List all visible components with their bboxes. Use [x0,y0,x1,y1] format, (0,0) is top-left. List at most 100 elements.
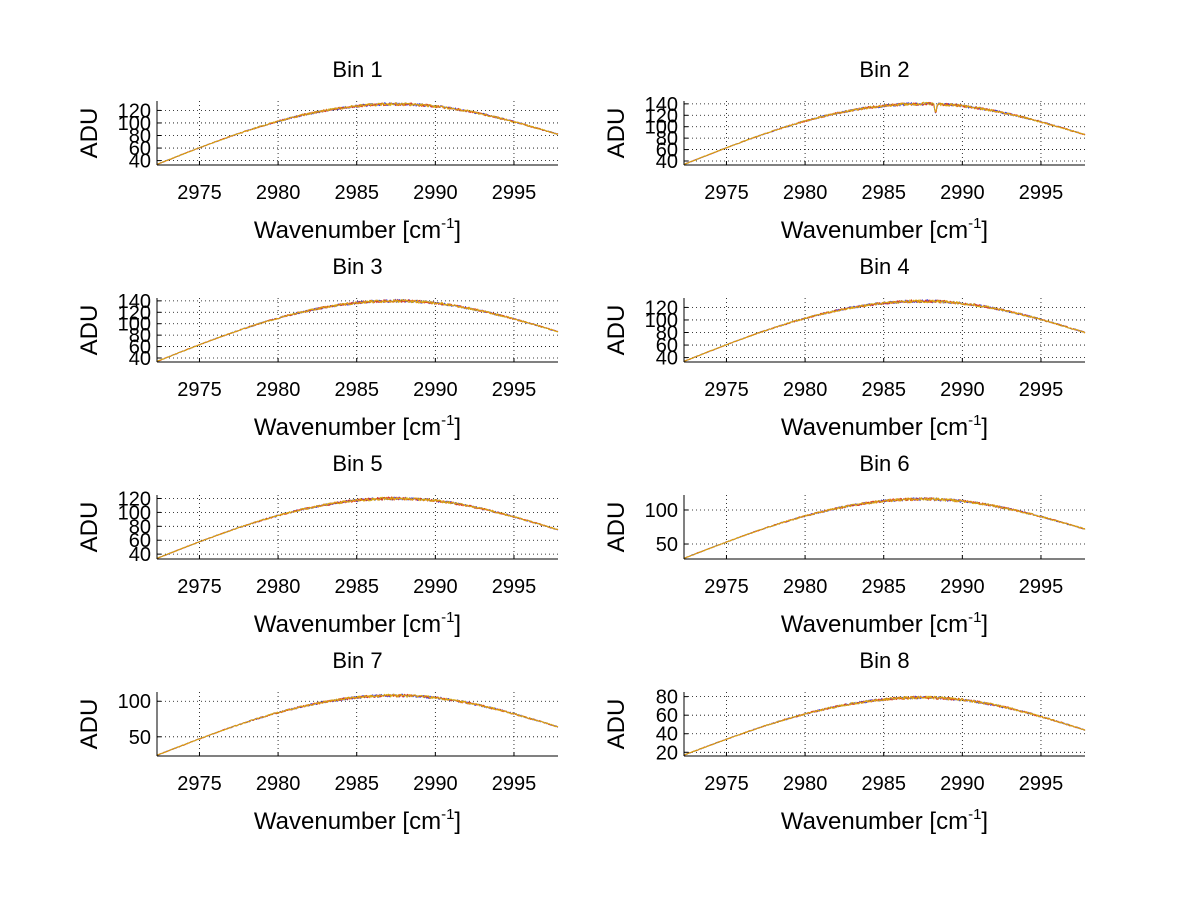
x-axis-label-exponent: -1 [441,609,454,626]
x-tick-label: 2990 [413,576,458,598]
x-tick-label: 2995 [492,773,537,795]
x-axis-label-exponent: -1 [441,215,454,232]
x-axis-label: Wavenumber [cm-1] [781,806,988,835]
x-tick-label: 2995 [1019,773,1064,795]
x-tick-label: 2995 [1019,576,1064,598]
y-tick-label: 80 [656,687,678,709]
series-line-3 [156,496,559,559]
series-line-3 [156,299,559,362]
x-tick-label: 2990 [940,773,985,795]
y-tick-label: 100 [118,691,151,713]
subplot-title: Bin 3 [332,254,382,279]
x-tick-label: 2990 [413,379,458,401]
y-tick-label: 80 [129,126,151,148]
y-tick-label: 120 [118,488,151,510]
y-tick-label: 100 [118,314,151,336]
x-tick-label: 2995 [492,182,537,204]
x-axis-label-text: Wavenumber [cm [254,414,441,441]
x-tick-label: 2990 [413,182,458,204]
y-tick-label: 100 [118,113,151,135]
series-line-2 [156,299,559,362]
x-axis-label-exponent: -1 [968,215,981,232]
series-line-2 [156,496,559,559]
y-axis-label: ADU [76,502,103,553]
x-axis-label-suffix: ] [981,808,988,835]
series-line-3 [683,299,1085,362]
y-tick-label: 80 [129,516,151,538]
y-tick-label: 40 [129,348,151,370]
x-tick-label: 2985 [334,182,379,204]
y-tick-label: 50 [656,534,678,556]
x-tick-label: 2975 [704,576,749,598]
x-tick-label: 2980 [783,576,828,598]
y-tick-label: 100 [645,310,678,332]
x-tick-label: 2995 [492,379,537,401]
x-tick-label: 2980 [783,182,828,204]
subplot-6: 2975 2980 2985 2990 2995 50 100 Bin 6 Wavenumber… [603,451,1086,638]
x-tick-label: 2985 [861,576,906,598]
series-line-1 [683,299,1086,362]
series-line-1 [683,101,1086,166]
x-tick-label: 2985 [334,576,379,598]
x-axis-label: Wavenumber [cm-1] [254,609,461,638]
x-axis-label-suffix: ] [454,808,461,835]
x-axis-label-text: Wavenumber [cm [781,217,968,244]
subplot-title: Bin 1 [332,57,382,82]
y-axis-label: ADU [603,108,630,159]
y-axis-label: ADU [76,305,103,356]
y-tick-label: 60 [656,335,678,357]
series-line-3 [683,101,1086,166]
y-tick-label: 60 [129,337,151,359]
series-line-3 [156,693,559,756]
x-tick-label: 2975 [177,773,222,795]
y-tick-label: 120 [118,302,151,324]
x-axis-label: Wavenumber [cm-1] [781,215,988,244]
x-axis-label-suffix: ] [981,414,988,441]
series-line-2 [156,693,559,756]
x-axis-label-exponent: -1 [968,806,981,823]
series-line-1 [156,298,559,362]
x-axis-label-exponent: -1 [968,609,981,626]
x-axis-label: Wavenumber [cm-1] [254,806,461,835]
subplot-title: Bin 2 [859,57,909,82]
y-tick-label: 40 [129,151,151,173]
x-tick-label: 2985 [334,379,379,401]
x-tick-label: 2975 [704,379,749,401]
y-tick-label: 60 [129,530,151,552]
x-axis-label-text: Wavenumber [cm [781,808,968,835]
subplot-title: Bin 7 [332,648,382,673]
series-line-2 [683,299,1086,362]
y-tick-label: 40 [656,724,678,746]
y-tick-label: 20 [656,742,678,764]
x-axis-label-text: Wavenumber [cm [254,611,441,638]
x-tick-label: 2980 [256,773,301,795]
y-axis-label: ADU [603,305,630,356]
x-tick-label: 2985 [334,773,379,795]
y-tick-label: 60 [129,138,151,160]
x-axis-label: Wavenumber [cm-1] [254,215,461,244]
x-tick-label: 2995 [1019,379,1064,401]
subplot-7: 2975 2980 2985 2990 2995 50 100 Bin 7 Wavenumber… [76,648,559,835]
y-tick-label: 140 [645,94,678,116]
y-axis-label: ADU [76,699,103,750]
x-tick-label: 2990 [940,576,985,598]
x-tick-label: 2975 [177,576,222,598]
subplot-title: Bin 4 [859,254,909,279]
x-tick-label: 2980 [783,773,828,795]
y-tick-label: 80 [129,325,151,347]
series-line-1 [683,695,1086,756]
x-axis-label-text: Wavenumber [cm [781,414,968,441]
y-tick-label: 140 [118,291,151,313]
y-tick-label: 100 [118,502,151,524]
series-line-2 [683,497,1086,559]
x-tick-label: 2990 [940,182,985,204]
x-axis-label-exponent: -1 [441,806,454,823]
x-tick-label: 2990 [940,379,985,401]
x-axis-label-text: Wavenumber [cm [254,808,441,835]
y-tick-label: 120 [645,105,678,127]
y-tick-label: 50 [129,727,151,749]
series-line-1 [683,497,1086,559]
